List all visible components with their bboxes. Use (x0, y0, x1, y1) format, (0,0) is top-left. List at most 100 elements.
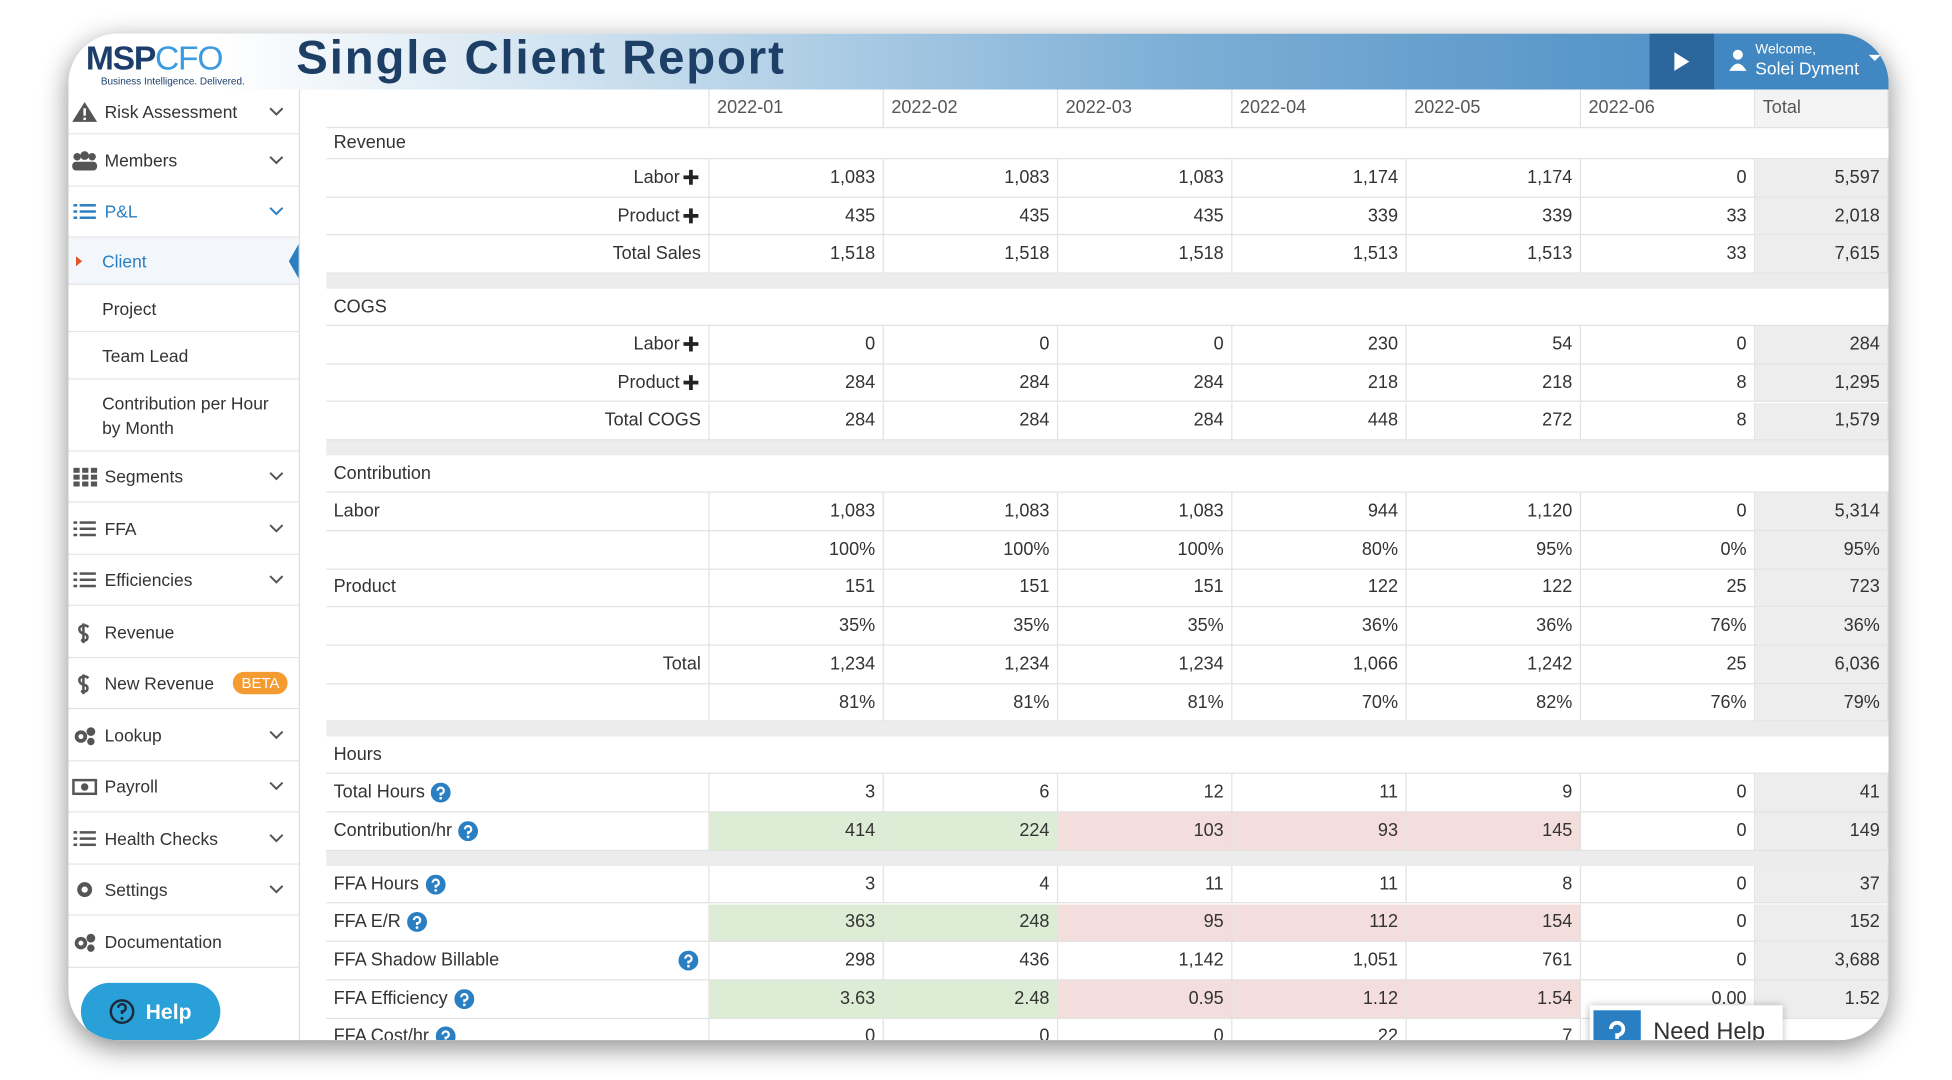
row-label-text: Contribution/hr (333, 821, 453, 842)
value-cell: 1,083 (709, 492, 884, 532)
value-cell: 1,083 (883, 159, 1059, 198)
nav-item[interactable]: Segments (68, 452, 299, 503)
value-cell: 218 (1406, 364, 1582, 403)
value-cell: 436 (883, 942, 1059, 981)
help-icon (109, 999, 135, 1024)
icon (74, 726, 96, 745)
section-gap (326, 722, 1889, 738)
nav-item[interactable]: Lookup (68, 709, 299, 762)
row-label: Total Sales (326, 235, 710, 274)
icon (74, 933, 96, 952)
value-cell: 0 (1581, 326, 1756, 365)
nav-label: Contribution per Hour by Month (102, 392, 269, 438)
row-label: FFA E/R (326, 903, 710, 943)
row-label (326, 531, 710, 570)
column-header: 2022-05 (1406, 89, 1582, 129)
nav-item[interactable]: New Revenue BETA (68, 658, 299, 710)
chevron (269, 885, 284, 894)
row-label: Product (326, 197, 710, 236)
nav-item[interactable]: Health Checks (68, 812, 299, 865)
value-cell: 4 (883, 865, 1059, 904)
nav-item[interactable]: Contribution per Hour by Month (68, 379, 299, 452)
nav-item[interactable]: Documentation (68, 916, 299, 968)
nav-item[interactable]: Settings (68, 865, 299, 916)
row-label-text: Total (662, 654, 701, 675)
need-help-widget[interactable]: Need Help (1589, 1005, 1783, 1041)
value-cell: 95% (1406, 531, 1582, 570)
user-menu[interactable]: Welcome, Solei Dyment (1714, 33, 1889, 90)
help-icon (453, 988, 474, 1009)
play-button[interactable] (1649, 33, 1715, 90)
value-cell: 1.54 (1406, 980, 1582, 1019)
value-cell: 35% (883, 607, 1059, 646)
value-cell: 3.63 (709, 980, 884, 1019)
value-cell: 284 (709, 402, 884, 441)
value-cell: 284 (1058, 364, 1233, 403)
value-cell: 11 (1232, 774, 1407, 813)
value-cell: 0 (1581, 903, 1756, 943)
total-cell: 152 (1755, 903, 1889, 943)
nav-item[interactable]: Team Lead (68, 332, 299, 380)
icon (72, 778, 98, 796)
value-cell: 81% (1058, 683, 1233, 723)
row-label-text: Labor (333, 501, 380, 522)
nav-item[interactable]: Project (68, 285, 299, 333)
row-label: Total COGS (326, 402, 710, 441)
value-cell: 11 (1232, 865, 1407, 904)
icon (73, 830, 96, 846)
nav-label: Members (104, 149, 178, 170)
column-header: 2022-04 (1232, 89, 1407, 129)
total-cell: 6,036 (1755, 645, 1889, 684)
active-marker (75, 255, 83, 266)
value-cell: 145 (1406, 812, 1582, 851)
value-cell: 284 (1058, 402, 1233, 441)
chevron (269, 155, 284, 164)
row-label (326, 607, 710, 646)
help-label: Help (145, 1000, 192, 1024)
nav-label: New Revenue (104, 673, 215, 694)
value-cell: 7 (1407, 1018, 1582, 1041)
value-cell: 122 (1232, 569, 1407, 608)
nav-item[interactable]: Members (68, 134, 299, 187)
total-cell: 95% (1755, 531, 1889, 570)
value-cell: 2.48 (883, 980, 1059, 1019)
value-cell: 0 (1058, 326, 1233, 365)
value-cell: 1,142 (1058, 942, 1233, 981)
section-gap (326, 273, 1889, 289)
column-header: 2022-06 (1581, 89, 1756, 129)
nav-item[interactable]: Payroll (68, 761, 299, 813)
row-label-text: FFA Shadow Billable (333, 950, 500, 971)
value-cell: 3 (709, 865, 884, 904)
value-cell: 1,083 (709, 159, 884, 198)
help-button[interactable]: Help (80, 982, 221, 1041)
value-cell: 95 (1058, 903, 1233, 943)
section-title: Hours (326, 737, 1889, 775)
caret (1868, 54, 1882, 61)
nav-item[interactable]: P&L (68, 187, 299, 238)
value-cell: 100% (709, 531, 884, 570)
nav-label: FFA (104, 518, 137, 539)
nav-item[interactable]: Client (68, 237, 299, 285)
value-cell: 218 (1232, 364, 1407, 403)
chevron (269, 523, 284, 533)
row-label-text: Total Hours (333, 782, 425, 803)
nav-item[interactable]: Risk Assessment (68, 90, 299, 135)
value-cell: 70% (1232, 683, 1407, 723)
value-cell: 54 (1406, 326, 1582, 365)
row-label-text: Labor (633, 167, 680, 188)
tagline: Business Intelligence. Delivered. (100, 75, 245, 88)
section-title: Contribution (326, 456, 1889, 493)
total-cell: 37 (1755, 865, 1889, 904)
chevron (269, 730, 284, 739)
nav-item[interactable]: Revenue (68, 606, 299, 659)
nav-label: Settings (104, 879, 168, 900)
value-cell: 9 (1406, 774, 1582, 813)
value-cell: 11 (1058, 865, 1233, 904)
nav-item[interactable]: Efficiencies (68, 555, 299, 606)
user-name: Solei Dyment (1755, 58, 1859, 79)
value-cell: 0 (1581, 812, 1756, 851)
nav-item[interactable]: FFA (68, 503, 299, 555)
row-label: Product (326, 364, 710, 403)
value-cell: 93 (1232, 812, 1407, 851)
nav-label: P&L (104, 201, 138, 222)
